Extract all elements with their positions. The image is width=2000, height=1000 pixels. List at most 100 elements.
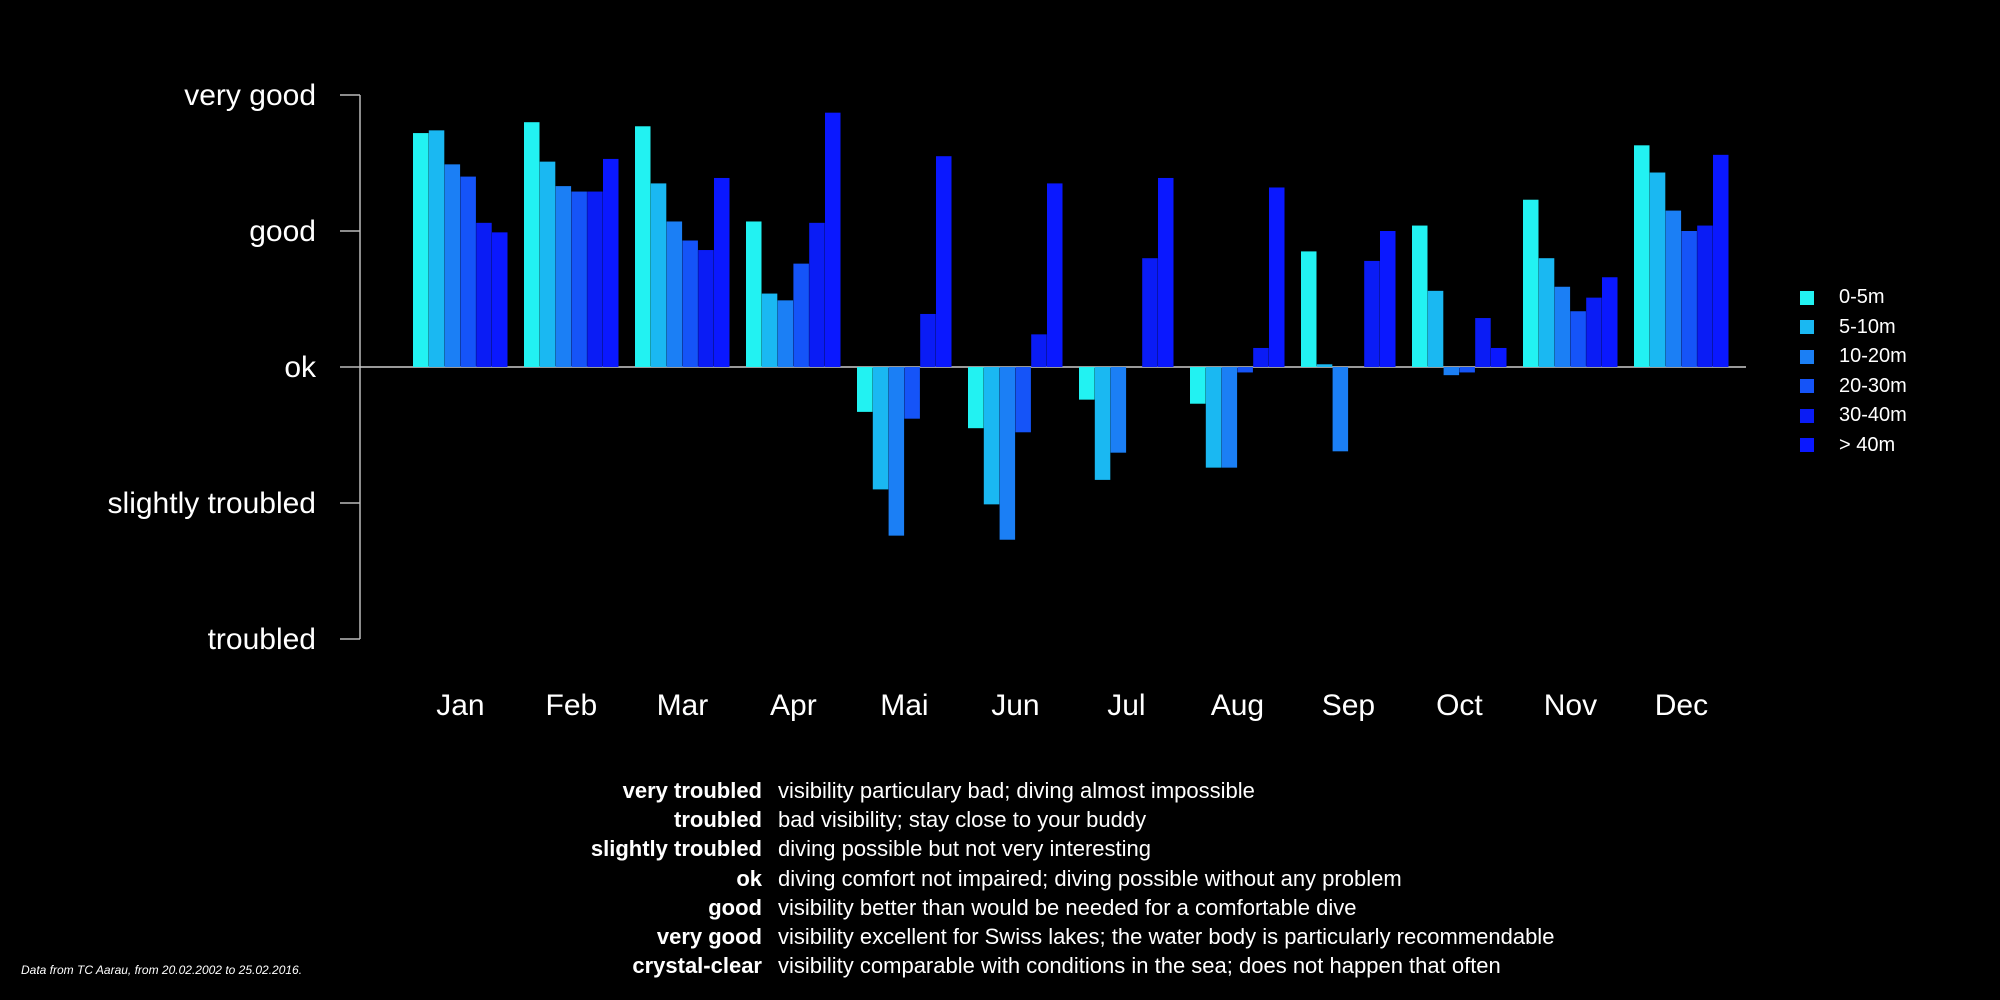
legend-swatch bbox=[1800, 349, 1814, 364]
bar bbox=[1570, 311, 1586, 367]
x-tick-label: Jun bbox=[991, 689, 1039, 722]
legend-swatch bbox=[1800, 320, 1814, 335]
bar bbox=[1301, 251, 1317, 367]
bar bbox=[1491, 347, 1507, 367]
bar bbox=[968, 367, 984, 429]
legend-item: > 40m bbox=[1800, 431, 1907, 461]
definition-term: good bbox=[708, 894, 762, 920]
bar bbox=[428, 130, 445, 367]
source-note: Data from TC Aarau, from 20.02.2002 to 2… bbox=[21, 963, 303, 977]
legend-item: 0-5m bbox=[1800, 283, 1907, 313]
definition-description: visibility better than would be needed f… bbox=[778, 894, 1357, 920]
definition-row: troubled bad visibility; stay close to y… bbox=[560, 805, 1554, 834]
bar bbox=[587, 191, 603, 367]
bar bbox=[714, 177, 730, 367]
x-tick-label: Jul bbox=[1107, 689, 1145, 722]
bar bbox=[1094, 367, 1111, 480]
legend-label: 0-5m bbox=[1839, 286, 1885, 309]
definition-term: very good bbox=[656, 924, 762, 950]
bar bbox=[682, 240, 698, 367]
bar bbox=[635, 126, 651, 367]
x-tick-label: Dec bbox=[1655, 689, 1708, 722]
y-tick-label: ok bbox=[284, 351, 317, 384]
definition-term: troubled bbox=[674, 806, 762, 832]
definition-description: visibility excellent for Swiss lakes; th… bbox=[778, 924, 1555, 950]
definition-row: ok diving comfort not impaired; diving p… bbox=[560, 864, 1554, 893]
legend-item: 30-40m bbox=[1800, 401, 1907, 431]
bar bbox=[1316, 364, 1333, 367]
bar bbox=[825, 112, 841, 368]
bar bbox=[1412, 225, 1428, 367]
legend-label: 5-10m bbox=[1839, 315, 1896, 338]
definition-term: very troubled bbox=[622, 777, 762, 803]
bar bbox=[1253, 347, 1269, 367]
bar bbox=[1079, 367, 1095, 400]
visibility-definitions: very troubled visibility particulary bad… bbox=[560, 776, 1555, 981]
legend-swatch bbox=[1800, 379, 1814, 394]
x-tick-label: Aug bbox=[1211, 689, 1264, 722]
bar bbox=[444, 164, 461, 367]
x-tick-label: Sep bbox=[1322, 689, 1375, 722]
legend-label: 30-40m bbox=[1839, 404, 1907, 427]
bar bbox=[1142, 258, 1158, 367]
bar bbox=[1523, 199, 1539, 367]
bar bbox=[1443, 367, 1460, 376]
legend-swatch bbox=[1800, 438, 1814, 453]
legend-item: 20-30m bbox=[1800, 372, 1907, 402]
x-tick-label: Mar bbox=[657, 689, 709, 722]
x-tick-label: Jan bbox=[436, 689, 484, 722]
bar bbox=[793, 263, 809, 367]
bar bbox=[983, 367, 1000, 505]
bar bbox=[1459, 367, 1475, 373]
bar bbox=[1538, 258, 1555, 367]
legend-swatch bbox=[1800, 408, 1814, 423]
definition-row: crystal-clear visibility comparable with… bbox=[560, 952, 1554, 981]
x-tick-label: Apr bbox=[770, 689, 817, 722]
definition-description: diving possible but not very interesting bbox=[778, 836, 1151, 862]
bar bbox=[1380, 231, 1396, 367]
label-layer: troubled slightly troubled ok good very good… bbox=[108, 79, 1709, 722]
bar bbox=[1665, 210, 1682, 367]
legend-label: 10-20m bbox=[1839, 345, 1907, 368]
bar bbox=[1047, 183, 1063, 367]
definition-term: slightly troubled bbox=[590, 836, 762, 862]
bar bbox=[1269, 187, 1285, 367]
bar bbox=[746, 221, 762, 367]
bar bbox=[1190, 367, 1206, 404]
legend: 0-5m 5-10m 10-20m 20-30m 30-40m > 40m bbox=[1800, 283, 1907, 460]
bar bbox=[1110, 367, 1127, 453]
legend-item: 10-20m bbox=[1800, 342, 1907, 372]
bar bbox=[1205, 367, 1222, 468]
bar bbox=[555, 186, 572, 367]
definition-description: visibility particulary bad; diving almos… bbox=[778, 777, 1255, 803]
y-tick-label: troubled bbox=[208, 623, 316, 656]
bar bbox=[1697, 225, 1713, 367]
bar bbox=[1031, 334, 1047, 367]
bar bbox=[1586, 297, 1602, 367]
bar bbox=[1713, 154, 1729, 367]
definition-term: crystal-clear bbox=[632, 953, 762, 979]
bar bbox=[1475, 318, 1491, 367]
legend-label: > 40m bbox=[1839, 433, 1896, 456]
bar bbox=[524, 122, 540, 367]
bar bbox=[777, 300, 794, 367]
definition-row: good visibility better than would be nee… bbox=[560, 893, 1554, 922]
legend-item: 5-10m bbox=[1800, 313, 1907, 343]
bar bbox=[1364, 260, 1380, 367]
bar bbox=[857, 367, 873, 412]
bar bbox=[1427, 290, 1444, 367]
bar bbox=[809, 222, 825, 367]
bar bbox=[872, 367, 889, 490]
bar bbox=[539, 161, 556, 367]
definition-description: diving comfort not impaired; diving poss… bbox=[778, 865, 1402, 891]
y-tick-label: slightly troubled bbox=[108, 487, 316, 520]
y-tick-label: good bbox=[249, 215, 316, 248]
bar bbox=[999, 367, 1016, 540]
x-tick-label: Oct bbox=[1436, 689, 1483, 722]
definition-row: very good visibility excellent for Swiss… bbox=[560, 922, 1555, 951]
bar bbox=[1015, 367, 1031, 433]
bar bbox=[904, 367, 920, 419]
bar bbox=[698, 250, 714, 367]
x-tick-label: Mai bbox=[880, 689, 928, 722]
x-tick-label: Nov bbox=[1544, 689, 1597, 722]
